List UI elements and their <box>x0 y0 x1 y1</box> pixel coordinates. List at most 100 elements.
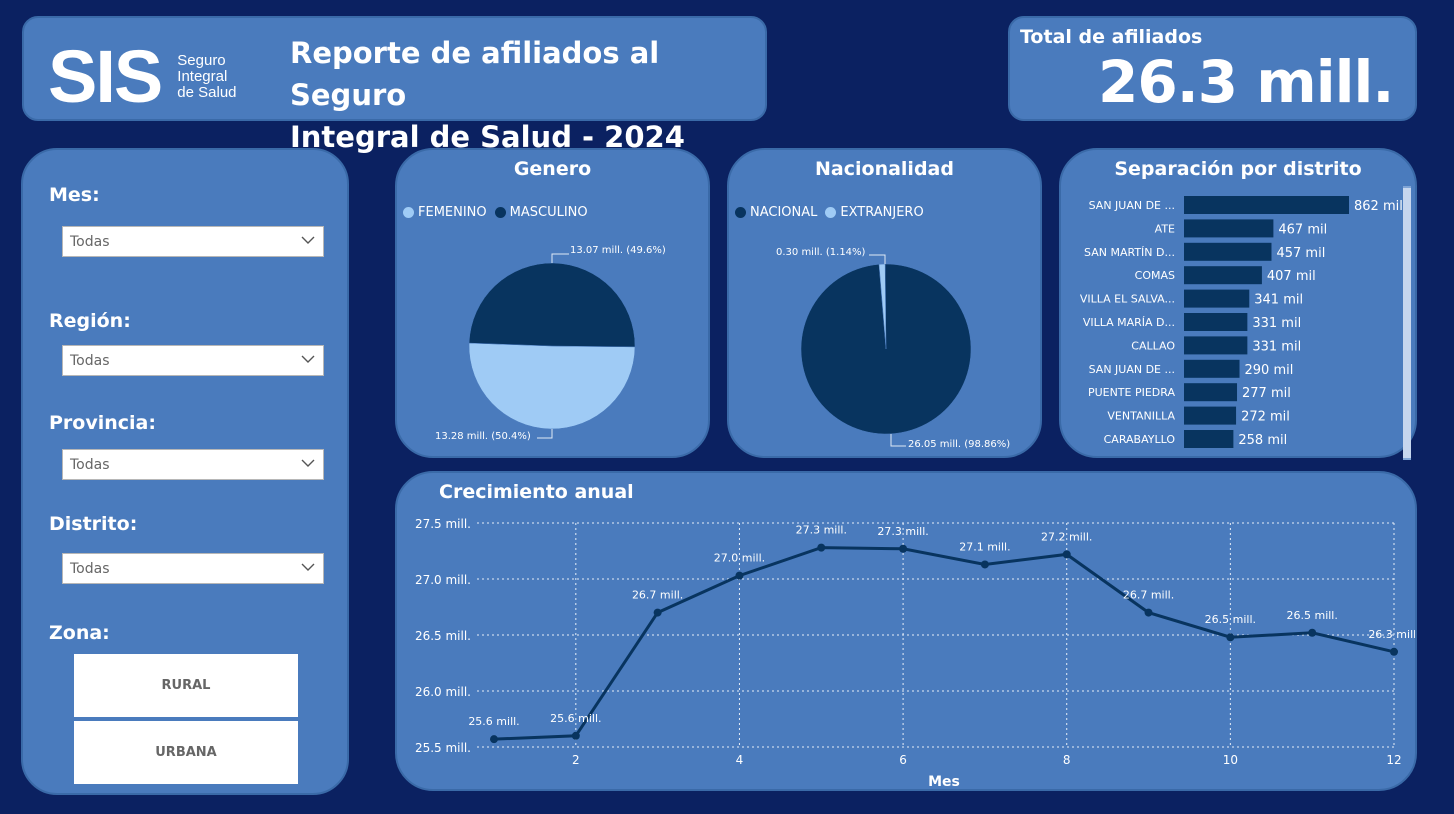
bar-category-label: CALLAO <box>1131 339 1175 352</box>
region-dropdown[interactable]: Todas <box>62 345 324 376</box>
x-tick-label: 12 <box>1386 753 1401 767</box>
data-point[interactable] <box>735 571 744 580</box>
data-point-label: 27.1 mill. <box>959 540 1010 553</box>
legend-dot-icon <box>494 207 506 218</box>
crecimiento-chart-panel: Crecimiento anual 25.5 mill. 26.0 mill. 26… <box>395 471 1417 791</box>
legend-dot-icon <box>403 207 414 218</box>
total-affiliates-card: Total de afiliados 26.3 mill. <box>1008 16 1417 121</box>
distrito-bar-chart[interactable]: SAN JUAN DE ... 862 mil ATE 467 mil SAN MART… <box>1061 150 1415 456</box>
x-tick-label: 2 <box>572 753 580 767</box>
genero-chart-title: Genero <box>513 158 592 180</box>
pie-slice[interactable] <box>878 263 887 350</box>
zona-urbana-button[interactable]: URBANA <box>74 721 298 784</box>
data-point[interactable] <box>1308 628 1317 637</box>
distrito-chart-title: Separación por distrito <box>1114 158 1362 180</box>
distrito-bar[interactable] <box>1184 289 1250 308</box>
bar-value-label: 457 mil <box>1276 246 1325 261</box>
bar-category-label: PUENTE PIEDRA <box>1088 386 1176 399</box>
page-title-line: Reporte de afiliados al Seguro <box>290 36 660 112</box>
x-tick-label: 8 <box>1063 753 1071 767</box>
logo-subtitle: Seguro Integral de Salud <box>177 53 247 101</box>
pie-data-label: 0.30 mill. (1.14%) <box>776 247 866 258</box>
data-point-label: 26.5 mill. <box>1205 613 1256 626</box>
distrito-bar[interactable] <box>1184 406 1237 425</box>
x-tick-label: 10 <box>1223 753 1238 767</box>
bar-value-label: 258 mil <box>1238 433 1287 448</box>
distrito-bar[interactable] <box>1184 196 1349 214</box>
leader-line <box>537 429 553 439</box>
distrito-bar[interactable] <box>1184 219 1274 238</box>
logo-subtitle-line: de Salud <box>177 84 237 101</box>
chevron-down-icon <box>301 459 315 467</box>
total-affiliates-value: 26.3 mill. <box>1098 48 1394 116</box>
data-point[interactable] <box>653 608 662 617</box>
legend-item[interactable]: FEMENINO <box>418 205 487 220</box>
bar-value-label: 407 mil <box>1267 269 1316 284</box>
bar-category-label: ATE <box>1155 222 1175 235</box>
filter-label-provincia: Provincia: <box>49 412 156 434</box>
distrito-bar[interactable] <box>1184 359 1240 378</box>
distrito-bar[interactable] <box>1184 430 1234 448</box>
data-point-label: 27.3 mill. <box>877 525 928 538</box>
logo-subtitle-line: Integral <box>177 68 228 85</box>
sis-logo: SIS Seguro Integral de Salud <box>48 40 247 114</box>
bar-value-label: 862 mil <box>1354 199 1403 214</box>
data-point[interactable] <box>817 543 826 552</box>
legend-item[interactable]: NACIONAL <box>750 205 818 220</box>
leader-line <box>890 434 906 447</box>
pie-data-label: 13.07 mill. (49.6%) <box>570 245 666 256</box>
data-point[interactable] <box>571 731 580 740</box>
data-point[interactable] <box>1144 608 1153 617</box>
legend-item[interactable]: EXTRANJERO <box>840 205 924 220</box>
data-point[interactable] <box>1390 647 1398 656</box>
nacionalidad-pie-chart[interactable] <box>729 150 1040 456</box>
genero-pie-chart[interactable] <box>397 150 708 456</box>
bar-category-label: VILLA MARÍA D... <box>1083 316 1175 329</box>
series-line[interactable] <box>493 546 1395 741</box>
filter-label-zona: Zona: <box>49 622 110 644</box>
data-point[interactable] <box>1226 633 1235 642</box>
mes-dropdown[interactable]: Todas <box>62 226 324 257</box>
scrollbar-thumb[interactable] <box>1403 188 1411 458</box>
x-tick-label: 4 <box>736 753 744 767</box>
crecimiento-line-chart[interactable]: 25.5 mill. 26.0 mill. 26.5 mill. 27.0 mill.… <box>397 473 1415 789</box>
bar-category-label: SAN MARTÍN D... <box>1084 246 1175 259</box>
distrito-bar[interactable] <box>1184 336 1248 355</box>
zona-rural-button[interactable]: RURAL <box>74 654 298 717</box>
chevron-down-icon <box>301 355 315 363</box>
bar-value-label: 341 mil <box>1254 293 1303 308</box>
data-point[interactable] <box>1062 550 1071 559</box>
data-point-label: 26.5 mill. <box>1286 609 1337 622</box>
bar-category-label: COMAS <box>1135 269 1175 282</box>
pie-data-label: 13.28 mill. (50.4%) <box>435 431 531 442</box>
data-point[interactable] <box>899 544 908 553</box>
pie-slice[interactable] <box>468 262 636 348</box>
provincia-dropdown[interactable]: Todas <box>62 449 324 480</box>
data-point[interactable] <box>490 735 498 744</box>
distrito-bar[interactable] <box>1184 242 1272 261</box>
data-point[interactable] <box>980 560 989 569</box>
distrito-bar[interactable] <box>1184 266 1262 285</box>
leader-line <box>551 253 569 263</box>
y-tick-label: 26.0 mill. <box>415 685 471 699</box>
bar-value-label: 467 mil <box>1278 222 1327 237</box>
data-point-label: 25.6 mill. <box>468 715 519 728</box>
legend-item[interactable]: MASCULINO <box>509 205 588 220</box>
distrito-dropdown[interactable]: Todas <box>62 553 324 584</box>
bar-category-label: SAN JUAN DE ... <box>1089 363 1175 376</box>
data-point-label: 26.7 mill. <box>632 589 683 602</box>
leader-line <box>869 254 886 264</box>
pie-slice[interactable] <box>468 342 636 430</box>
distrito-bar[interactable] <box>1184 383 1238 402</box>
chevron-down-icon <box>301 236 315 244</box>
filter-label-region: Región: <box>49 310 131 332</box>
distrito-bar[interactable] <box>1184 313 1248 331</box>
bar-category-label: CARABAYLLO <box>1104 433 1176 446</box>
filter-label-distrito: Distrito: <box>49 513 138 535</box>
legend-dot-icon <box>825 207 837 218</box>
bar-category-label: VILLA EL SALVA... <box>1080 293 1175 306</box>
provincia-dropdown-value: Todas <box>70 457 110 473</box>
bar-value-label: 331 mil <box>1252 316 1301 331</box>
nacionalidad-chart-panel: Nacionalidad NACIONAL EXTRANJERO 0.30 mi… <box>727 148 1042 458</box>
report-header: SIS Seguro Integral de Salud Reporte de … <box>22 16 767 154</box>
